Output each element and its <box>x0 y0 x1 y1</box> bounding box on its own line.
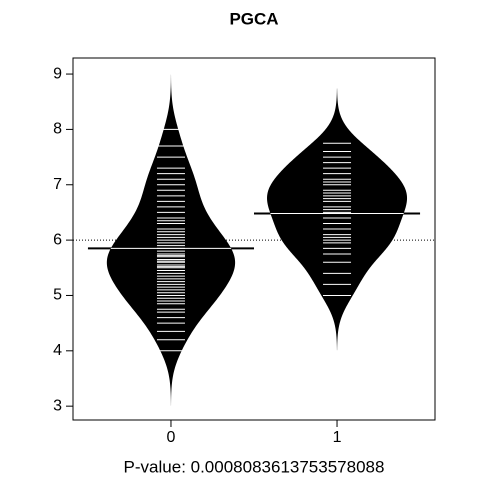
y-tick-label: 9 <box>53 65 62 82</box>
bean <box>267 88 408 351</box>
x-axis-label: P-value: 0.0008083613753578088 <box>124 457 385 476</box>
plot-frame <box>72 57 436 421</box>
chart-title: PGCA <box>229 9 278 28</box>
y-tick-label: 6 <box>53 231 62 248</box>
y-tick-label: 7 <box>53 176 62 193</box>
y-tick-label: 4 <box>53 342 62 359</box>
x-tick-label: 0 <box>167 429 176 446</box>
y-tick-label: 8 <box>53 121 62 138</box>
x-tick-label: 1 <box>333 429 342 446</box>
y-tick-label: 3 <box>53 397 62 414</box>
y-tick-label: 5 <box>53 287 62 304</box>
